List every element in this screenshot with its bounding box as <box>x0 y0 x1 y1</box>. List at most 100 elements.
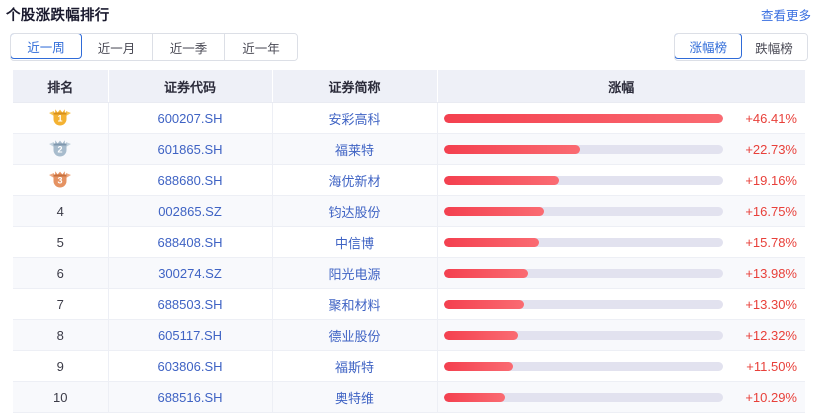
rank-cell: 1 <box>13 102 109 134</box>
security-code-cell[interactable]: 688516.SH <box>108 381 273 413</box>
rank-cell: 3 <box>13 164 109 196</box>
change-bar-fill <box>443 113 723 123</box>
direction-tab-1[interactable]: 涨幅榜 <box>675 34 742 59</box>
rank-number: 7 <box>56 296 64 312</box>
rank-cell: 4 <box>13 195 109 227</box>
change-bar-fill <box>443 392 506 402</box>
rank-cell: 5 <box>13 226 109 258</box>
period-tab-3[interactable]: 近一季 <box>153 34 225 60</box>
svg-text:3: 3 <box>58 175 63 185</box>
security-code-cell[interactable]: 605117.SH <box>108 319 273 351</box>
change-cell: +15.78% <box>437 226 805 258</box>
column-header-code[interactable]: 证券代码 <box>108 70 273 103</box>
change-wrapper: +16.75% <box>438 196 806 226</box>
change-bar-fill <box>443 299 524 309</box>
rank-number: 10 <box>53 389 68 405</box>
change-bar-fill <box>443 361 513 371</box>
column-header-name[interactable]: 证券简称 <box>272 70 438 103</box>
security-code-cell[interactable]: 603806.SH <box>108 350 273 382</box>
security-name-cell[interactable]: 福莱特 <box>272 133 438 165</box>
security-name-cell[interactable]: 福斯特 <box>272 350 438 382</box>
medal-bronze-icon: 3 <box>48 169 72 191</box>
medal-silver-icon: 2 <box>48 138 72 160</box>
column-header-rank[interactable]: 排名 <box>13 70 109 103</box>
security-code-cell[interactable]: 300274.SZ <box>108 257 273 289</box>
table-row[interactable]: 9 603806.SH 福斯特 +11.50% <box>13 350 806 382</box>
change-value: +10.29% <box>745 389 797 405</box>
security-name-cell[interactable]: 阳光电源 <box>272 257 438 289</box>
change-cell: +11.50% <box>437 350 806 382</box>
rank-number: 4 <box>56 203 64 219</box>
period-tab-group: 近一周 近一月 近一季 近一年 <box>10 33 298 61</box>
change-cell: +13.98% <box>437 257 806 289</box>
change-bar-fill <box>443 330 518 340</box>
change-bar-track <box>443 392 723 402</box>
rank-number: 5 <box>56 234 64 250</box>
period-tab-1[interactable]: 近一周 <box>11 34 82 59</box>
change-wrapper: +13.30% <box>438 289 806 319</box>
security-name-cell[interactable]: 聚和材料 <box>272 288 438 320</box>
controls-row: 近一周 近一月 近一季 近一年 涨幅榜 跌幅榜 <box>0 33 819 63</box>
change-bar-track <box>443 237 723 247</box>
security-code-cell[interactable]: 601865.SH <box>108 133 273 165</box>
security-code-cell[interactable]: 688503.SH <box>108 288 273 320</box>
table-row[interactable]: 7 688503.SH 聚和材料 +13.30% <box>13 288 806 320</box>
view-more-link[interactable]: 查看更多 <box>760 8 811 23</box>
change-bar-track <box>443 299 723 309</box>
security-code-cell[interactable]: 688408.SH <box>108 226 273 258</box>
change-bar-fill <box>443 175 559 185</box>
period-tab-2[interactable]: 近一月 <box>81 34 153 60</box>
table-row[interactable]: 8 605117.SH 德业股份 +12.32% <box>13 319 805 351</box>
rank-number: 9 <box>56 358 64 374</box>
change-cell: +13.30% <box>437 288 806 320</box>
rank-cell: 2 <box>13 133 109 165</box>
table-row[interactable]: 6 300274.SZ 阳光电源 +13.98% <box>13 257 806 289</box>
change-bar-fill <box>443 237 539 247</box>
change-bar-track <box>443 206 723 216</box>
table-row[interactable]: 4 002865.SZ 钧达股份 +16.75% <box>13 195 806 227</box>
direction-tab-2[interactable]: 跌幅榜 <box>741 34 807 60</box>
medal-gold-icon: 1 <box>48 107 72 129</box>
security-name-cell[interactable]: 钧达股份 <box>272 195 438 227</box>
security-name-cell[interactable]: 德业股份 <box>272 319 438 351</box>
change-value: +13.30% <box>745 296 797 312</box>
change-cell: +22.73% <box>437 133 805 165</box>
security-name-cell[interactable]: 中信博 <box>272 226 438 258</box>
table-row[interactable]: 3 688680.SH 海优新材 +19.16% <box>13 164 805 196</box>
change-bar-track <box>443 175 723 185</box>
change-bar-track <box>443 113 723 123</box>
change-value: +46.41% <box>745 110 797 126</box>
change-cell: +19.16% <box>437 164 805 196</box>
change-bar-fill <box>443 206 545 216</box>
change-bar-track <box>443 330 723 340</box>
change-value: +12.32% <box>745 327 797 343</box>
change-wrapper: +11.50% <box>438 351 806 381</box>
security-code-cell[interactable]: 600207.SH <box>108 102 273 134</box>
change-bar-fill <box>443 268 528 278</box>
period-tab-4[interactable]: 近一年 <box>225 34 297 60</box>
change-wrapper: +10.29% <box>438 382 806 412</box>
rank-cell: 10 <box>13 381 109 413</box>
change-wrapper: +13.98% <box>438 258 806 288</box>
security-code-cell[interactable]: 688680.SH <box>108 164 273 196</box>
ranking-table: 排名 证券代码 证券简称 涨幅 1 600207.SH 安彩高科 +46.41% 2 60… <box>13 70 805 413</box>
table-header-row: 排名 证券代码 证券简称 涨幅 <box>13 70 805 103</box>
change-cell: +16.75% <box>437 195 806 227</box>
security-name-cell[interactable]: 海优新材 <box>272 164 438 196</box>
table-body: 1 600207.SH 安彩高科 +46.41% 2 601865.SH 福莱特 +22.73… <box>13 102 806 413</box>
change-value: +13.98% <box>745 265 797 281</box>
rank-cell: 9 <box>13 350 109 382</box>
change-value: +16.75% <box>745 203 797 219</box>
security-name-cell[interactable]: 奥特维 <box>272 381 438 413</box>
security-name-cell[interactable]: 安彩高科 <box>272 102 438 134</box>
rank-number: 6 <box>56 265 64 281</box>
security-code-cell[interactable]: 002865.SZ <box>108 195 273 227</box>
table-row[interactable]: 2 601865.SH 福莱特 +22.73% <box>13 133 805 165</box>
table-row[interactable]: 10 688516.SH 奥特维 +10.29% <box>13 381 806 413</box>
page-title: 个股涨跌幅排行 <box>6 7 110 24</box>
table-row[interactable]: 5 688408.SH 中信博 +15.78% <box>13 226 805 258</box>
change-value: +19.16% <box>745 172 797 188</box>
column-header-change[interactable]: 涨幅 <box>437 70 805 103</box>
table-row[interactable]: 1 600207.SH 安彩高科 +46.41% <box>13 102 805 134</box>
